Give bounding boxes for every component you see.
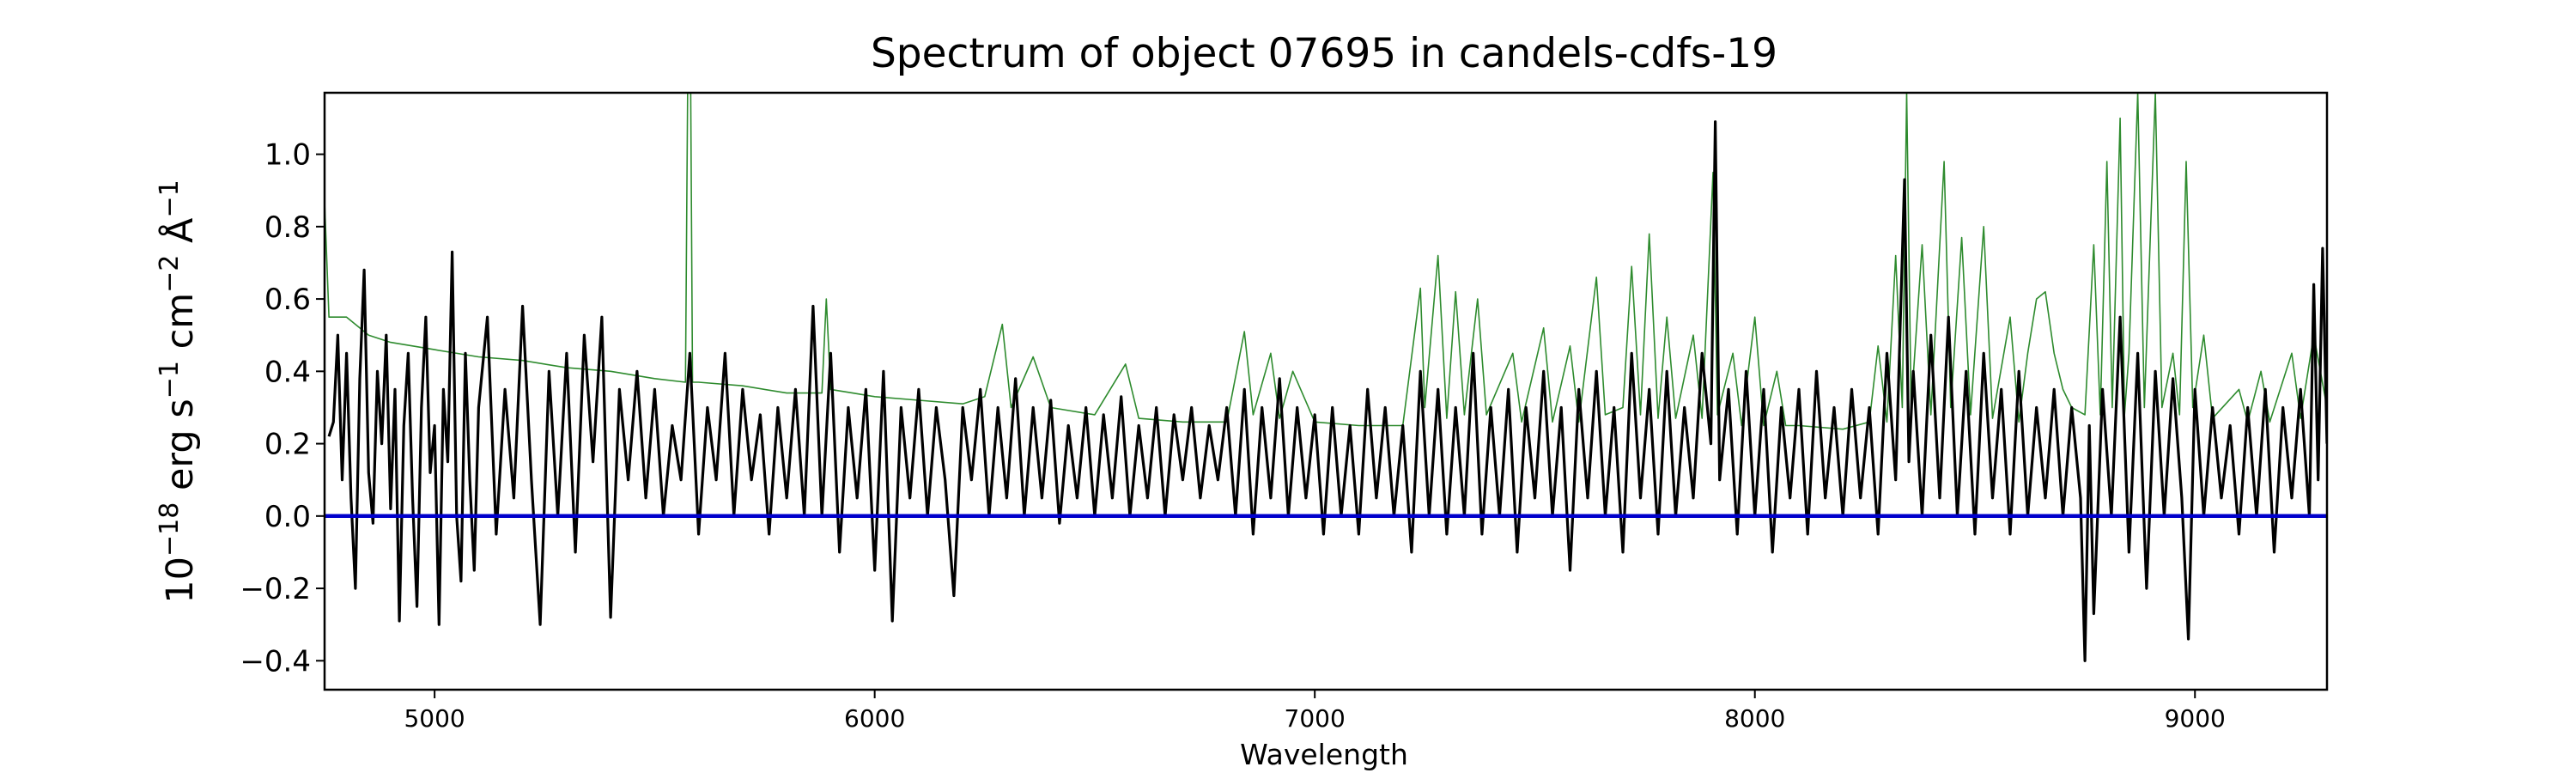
x-tick-label: 5000 (404, 704, 465, 733)
y-axis-label-text: cm (159, 293, 202, 361)
x-tick-label: 9000 (2165, 704, 2226, 733)
x-tick-label: 8000 (1724, 704, 1785, 733)
y-tick-label: 0.8 (264, 210, 311, 245)
error-series-line (325, 93, 2327, 430)
y-tick-label: 0.0 (264, 500, 311, 534)
plot-frame (323, 91, 2329, 691)
y-tick-label: −0.4 (240, 644, 311, 679)
y-axis-label-exponent: −2 (155, 255, 185, 293)
y-axis-label-exponent: −18 (155, 502, 185, 557)
chart-title: Spectrum of object 07695 in candels-cdfs… (871, 30, 1777, 77)
y-axis-label-exponent: −1 (155, 361, 185, 399)
axis-ticks: 5000 6000 7000 8000 9000 −0.4 −0.2 0.0 0.2 0.4 0.6… (240, 138, 2225, 733)
y-axis-label-text: erg s (159, 399, 202, 502)
y-tick-label: −0.2 (240, 572, 311, 606)
y-axis-label-text: 10 (159, 557, 202, 604)
y-axis-label-text: Å (158, 217, 202, 255)
y-tick-label: 1.0 (264, 138, 311, 173)
x-tick-label: 7000 (1285, 704, 1346, 733)
x-tick-label: 6000 (844, 704, 905, 733)
y-tick-label: 0.4 (264, 355, 311, 389)
y-tick-label: 0.6 (264, 283, 311, 317)
y-tick-label: 0.2 (264, 428, 311, 462)
x-axis-label: Wavelength (1240, 738, 1408, 771)
flux-series-line (327, 120, 2327, 662)
plot-area (325, 93, 2327, 662)
y-axis-label-exponent: −1 (155, 180, 185, 217)
y-axis-label: 10−18 erg s−1 cm−2 Å−1 (155, 180, 203, 603)
